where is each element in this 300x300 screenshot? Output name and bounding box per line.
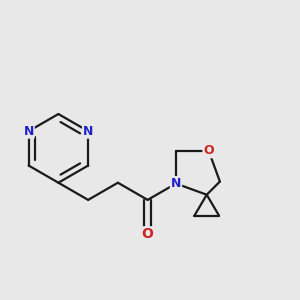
Text: O: O (142, 227, 154, 241)
Text: N: N (23, 125, 34, 138)
Text: O: O (203, 144, 214, 157)
Text: N: N (83, 125, 93, 138)
Text: N: N (171, 177, 181, 190)
